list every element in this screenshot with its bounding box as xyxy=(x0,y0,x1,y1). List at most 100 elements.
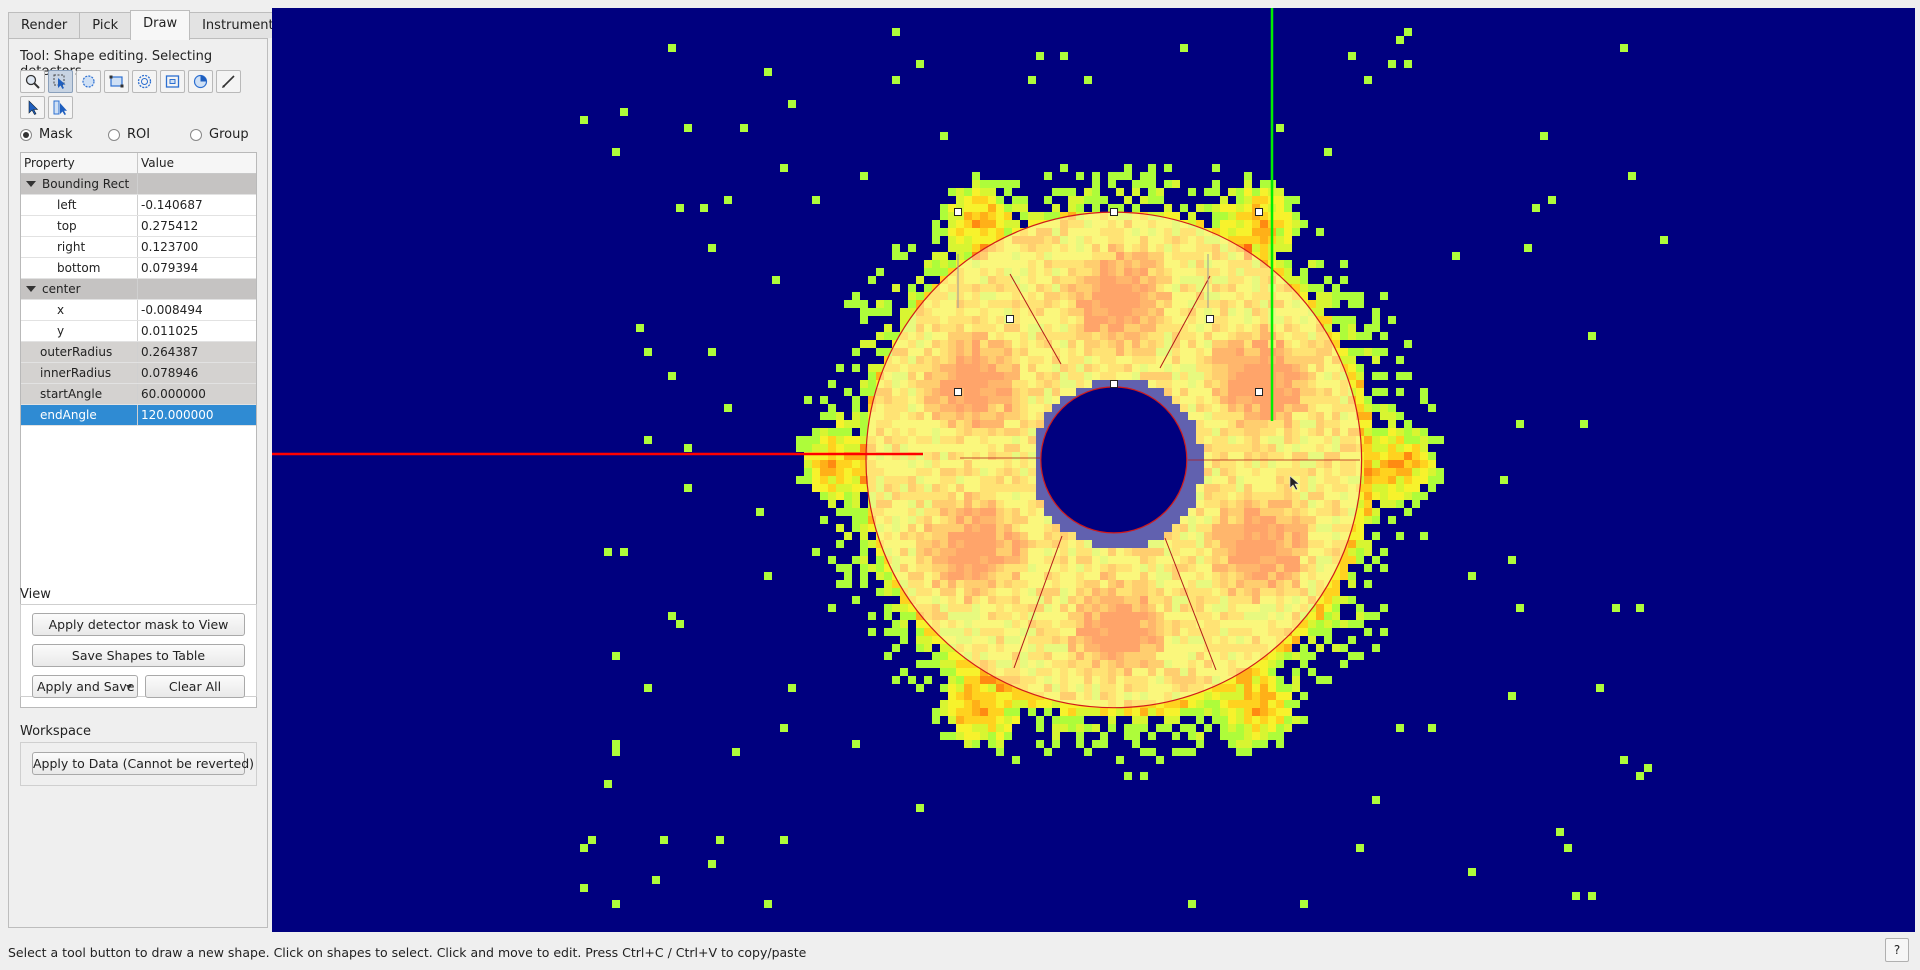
ring-ellipse-button[interactable] xyxy=(132,70,157,93)
detector-pixel xyxy=(820,492,828,500)
detector-pixel xyxy=(956,660,964,668)
resize-handle[interactable] xyxy=(1110,380,1118,388)
detector-pixel xyxy=(908,292,916,300)
edit-shape-button[interactable] xyxy=(48,70,73,93)
detector-pixel xyxy=(1028,532,1036,540)
help-button[interactable]: ? xyxy=(1885,938,1909,962)
apply-detector-mask-button[interactable]: Apply detector mask to View xyxy=(32,613,245,636)
ellipse-button[interactable] xyxy=(76,70,101,93)
resize-handle[interactable] xyxy=(1255,388,1263,396)
property-row[interactable]: innerRadius 0.078946 xyxy=(21,363,256,384)
property-row[interactable]: startAngle 60.000000 xyxy=(21,384,256,405)
detector-pixel xyxy=(1004,524,1012,532)
property-row[interactable]: right 0.123700 xyxy=(21,237,256,258)
detector-pixel xyxy=(1388,476,1396,484)
detector-pixel xyxy=(1052,276,1060,284)
detector-pixel xyxy=(916,292,924,300)
tab-render[interactable]: Render xyxy=(8,12,81,38)
detector-pixel xyxy=(1316,460,1324,468)
detector-pixel xyxy=(1140,724,1148,732)
tab-pick[interactable]: Pick xyxy=(79,12,132,38)
detector-pixel xyxy=(980,236,988,244)
detector-pixel xyxy=(1316,556,1324,564)
property-value[interactable]: -0.008494 xyxy=(138,300,256,320)
property-row[interactable]: y 0.011025 xyxy=(21,321,256,342)
detector-pixel xyxy=(1220,404,1228,412)
detector-pixel xyxy=(1252,372,1260,380)
detector-pixel xyxy=(1244,628,1252,636)
tab-draw[interactable]: Draw xyxy=(130,10,191,40)
detector-pixel xyxy=(1204,356,1212,364)
resize-handle[interactable] xyxy=(954,388,962,396)
property-row[interactable]: top 0.275412 xyxy=(21,216,256,237)
property-row[interactable]: bottom 0.079394 xyxy=(21,258,256,279)
detector-pixel xyxy=(852,740,860,748)
group-radio[interactable]: Group xyxy=(190,127,249,142)
detector-pixel xyxy=(948,476,956,484)
property-name: left xyxy=(21,195,138,215)
property-value[interactable]: 0.123700 xyxy=(138,237,256,257)
detector-pixel xyxy=(1108,348,1116,356)
detector-pixel xyxy=(924,372,932,380)
tab-instrument[interactable]: Instrument xyxy=(189,12,287,38)
select-tube-button[interactable] xyxy=(48,96,73,119)
detector-pixel xyxy=(1092,220,1100,228)
property-value[interactable]: 0.264387 xyxy=(138,342,256,362)
detector-pixel xyxy=(1276,572,1284,580)
detector-pixel xyxy=(932,220,940,228)
mask-radio[interactable]: Mask xyxy=(20,127,108,142)
detector-pixel xyxy=(932,580,940,588)
detector-pixel xyxy=(1004,276,1012,284)
detector-pixel xyxy=(1012,364,1020,372)
clear-all-button[interactable]: Clear All xyxy=(145,675,245,698)
detector-pixel xyxy=(1004,564,1012,572)
detector-pixel xyxy=(1156,292,1164,300)
property-row[interactable]: x -0.008494 xyxy=(21,300,256,321)
property-row[interactable]: left -0.140687 xyxy=(21,195,256,216)
resize-handle[interactable] xyxy=(1006,315,1014,323)
detector-pixel xyxy=(924,628,932,636)
detector-pixel xyxy=(1140,340,1148,348)
detector-image[interactable] xyxy=(272,8,1915,932)
detector-pixel xyxy=(980,196,988,204)
rectangle-button[interactable] xyxy=(104,70,129,93)
property-label: Bounding Rect xyxy=(42,177,130,191)
apply-to-data-button[interactable]: Apply to Data (Cannot be reverted) xyxy=(32,752,254,775)
resize-handle[interactable] xyxy=(1255,208,1263,216)
property-value[interactable]: 0.078946 xyxy=(138,363,256,383)
property-value[interactable]: -0.140687 xyxy=(138,195,256,215)
select-button[interactable] xyxy=(20,96,45,119)
save-shapes-button[interactable]: Save Shapes to Table xyxy=(32,644,245,667)
property-value[interactable]: 120.000000 xyxy=(138,405,256,425)
detector-pixel xyxy=(1316,260,1324,268)
property-row[interactable]: Bounding Rect xyxy=(21,174,256,195)
mask-sector-shape[interactable] xyxy=(865,208,1363,709)
apply-and-save-dropdown[interactable]: Apply and Save xyxy=(32,675,138,698)
free-draw-button[interactable] xyxy=(216,70,241,93)
resize-handle[interactable] xyxy=(1206,315,1214,323)
property-value[interactable]: 0.275412 xyxy=(138,216,256,236)
expand-caret-icon[interactable] xyxy=(26,286,36,292)
shape-handles[interactable] xyxy=(954,208,1263,396)
roi-radio[interactable]: ROI xyxy=(108,127,190,142)
zoom-button[interactable] xyxy=(20,70,45,93)
property-row[interactable]: outerRadius 0.264387 xyxy=(21,342,256,363)
property-row[interactable]: center xyxy=(21,279,256,300)
resize-handle[interactable] xyxy=(954,208,962,216)
property-row[interactable]: endAngle 120.000000 xyxy=(21,405,256,426)
detector-pixel xyxy=(852,404,860,412)
expand-caret-icon[interactable] xyxy=(26,181,36,187)
property-value[interactable]: 60.000000 xyxy=(138,384,256,404)
detector-pixel xyxy=(1148,692,1156,700)
resize-handle[interactable] xyxy=(1110,208,1118,216)
sector-button[interactable] xyxy=(188,70,213,93)
instrument-view-canvas[interactable] xyxy=(272,8,1915,932)
detector-pixel xyxy=(932,500,940,508)
ring-rectangle-button[interactable] xyxy=(160,70,185,93)
property-value[interactable]: 0.011025 xyxy=(138,321,256,341)
detector-pixel xyxy=(1172,604,1180,612)
detector-pixel xyxy=(1044,564,1052,572)
detector-pixel xyxy=(1012,444,1020,452)
property-value[interactable]: 0.079394 xyxy=(138,258,256,278)
detector-pixel xyxy=(892,524,900,532)
